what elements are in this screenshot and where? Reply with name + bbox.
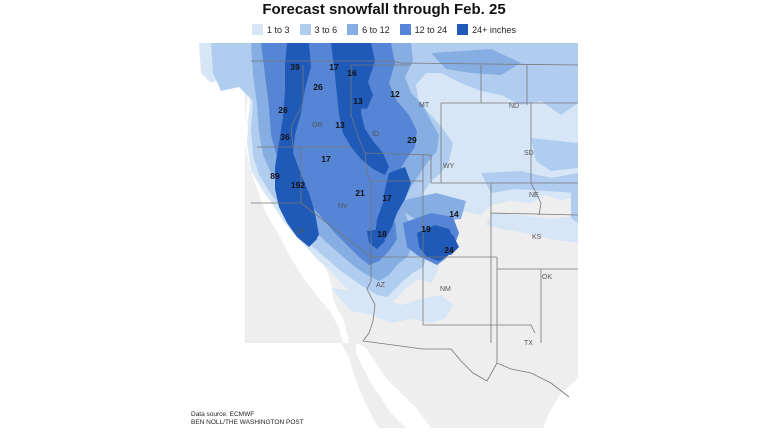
snow-total-label: 14 <box>449 209 459 219</box>
pacific-ocean <box>191 43 349 428</box>
legend-label: 24+ inches <box>472 24 516 35</box>
state-label-or: OR <box>312 122 323 129</box>
state-borders <box>251 60 578 398</box>
data-source-line: Data source: ECMWF <box>191 411 255 418</box>
snow-total-label: 19 <box>421 224 431 234</box>
legend-label: 3 to 6 <box>314 24 338 35</box>
snow-total-label: 16 <box>347 68 357 78</box>
wasatch-band <box>375 167 411 239</box>
legend-swatch <box>347 24 359 35</box>
state-label-nd: ND <box>509 103 519 110</box>
gulf-of-mexico <box>543 378 578 428</box>
legend-swatch <box>299 24 311 35</box>
state-label-layer: MT ND SD WY NE KS OK NM AZ TX CA NV OR I… <box>295 102 552 347</box>
snowfall-legend: 1 to 3 3 to 6 6 to 12 12 to 24 24+ inche… <box>0 24 768 35</box>
snow-total-label: 13 <box>353 96 363 106</box>
northern-rockies-band <box>331 43 389 175</box>
legend-label: 1 to 3 <box>267 24 290 35</box>
snow-total-label: 12 <box>390 89 400 99</box>
legend-label: 12 to 24 <box>414 24 448 35</box>
snow-total-label: 29 <box>407 135 417 145</box>
legend-item-12-24: 12 to 24 <box>399 24 448 35</box>
state-label-id: ID <box>372 131 379 138</box>
legend-label: 6 to 12 <box>362 24 390 35</box>
snow-total-label: 26 <box>278 105 288 115</box>
state-label-nm: NM <box>440 286 451 293</box>
snow-total-label: 24 <box>444 245 454 255</box>
snow-total-label: 17 <box>329 62 339 72</box>
map-title: Forecast snowfall through Feb. 25 <box>262 1 506 18</box>
legend-swatch <box>457 24 469 35</box>
snow-total-label: 39 <box>290 62 300 72</box>
state-label-ks: KS <box>532 234 542 241</box>
snow-total-label: 36 <box>280 132 290 142</box>
state-label-nv: NV <box>338 203 348 210</box>
state-label-sd: SD <box>524 150 534 157</box>
state-label-wy: WY <box>443 163 455 170</box>
state-label-ok: OK <box>542 274 552 281</box>
state-label-ca: CA <box>295 228 305 235</box>
state-label-tx: TX <box>524 340 533 347</box>
snow-total-label: 21 <box>355 188 365 198</box>
gulf-of-california <box>356 343 431 428</box>
snow-total-label: 17 <box>382 193 392 203</box>
legend-item-24-plus: 24+ inches <box>457 24 516 35</box>
snow-total-label: 89 <box>270 171 280 181</box>
state-label-mt: MT <box>419 102 430 109</box>
snow-total-label: 18 <box>377 229 387 239</box>
snow-total-label: 13 <box>335 120 345 130</box>
legend-swatch <box>252 24 264 35</box>
source-credit: Data source: ECMWF BEN NOLL/THE WASHINGT… <box>191 411 304 427</box>
state-label-ne: NE <box>529 192 539 199</box>
legend-item-3-6: 3 to 6 <box>299 24 338 35</box>
legend-swatch <box>399 24 411 35</box>
byline: BEN NOLL/THE WASHINGTON POST <box>191 419 304 426</box>
snow-total-label: 26 <box>313 82 323 92</box>
snow-total-label: 192 <box>291 180 305 190</box>
legend-item-6-12: 6 to 12 <box>347 24 390 35</box>
legend-item-1-3: 1 to 3 <box>252 24 290 35</box>
baja-coast-water <box>245 343 379 428</box>
snow-total-label: 17 <box>321 154 331 164</box>
snowfall-map[interactable]: MT ND SD WY NE KS OK NM AZ TX CA NV OR I… <box>191 43 578 428</box>
snow-total-layer: 39 17 16 26 13 12 26 36 13 29 17 89 192 … <box>270 62 459 255</box>
state-label-az: AZ <box>376 282 386 289</box>
